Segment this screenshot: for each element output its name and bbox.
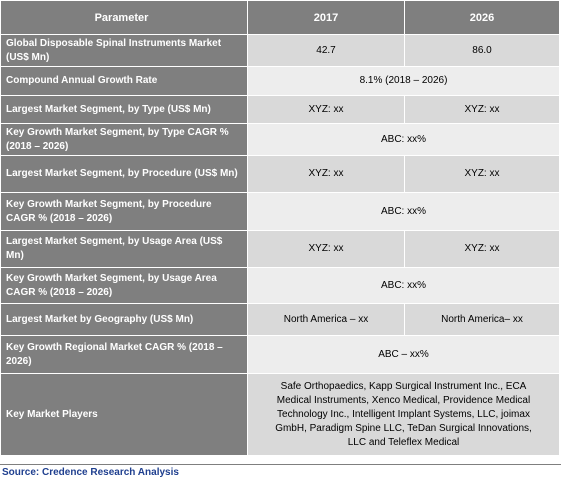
- value-2026: XYZ: xx: [404, 95, 560, 124]
- row-label: Key Growth Regional Market CAGR % (2018 …: [0, 335, 248, 374]
- value-2017: XYZ: xx: [247, 155, 405, 193]
- market-summary-table: Parameter 2017 2026 Global Disposable Sp…: [0, 0, 560, 456]
- row-label: Key Growth Market Segment, by Type CAGR …: [0, 123, 248, 156]
- value-2017: North America – xx: [247, 303, 405, 336]
- table-row: Key Market Players Safe Orthopaedics, Ka…: [0, 373, 560, 456]
- table-row: Largest Market Segment, by Usage Area (U…: [0, 230, 560, 268]
- value-2026: 86.0: [404, 34, 560, 67]
- table-row: Key Growth Market Segment, by Procedure …: [0, 192, 560, 231]
- row-label: Largest Market Segment, by Usage Area (U…: [0, 230, 248, 268]
- table-row: Global Disposable Spinal Instruments Mar…: [0, 34, 560, 67]
- header-2017: 2017: [247, 0, 405, 35]
- market-summary-table-container: Parameter 2017 2026 Global Disposable Sp…: [0, 0, 560, 456]
- source-note: Source: Credence Research Analysis: [0, 464, 561, 481]
- table-row: Compound Annual Growth Rate 8.1% (2018 –…: [0, 66, 560, 96]
- value-2026: XYZ: xx: [404, 155, 560, 193]
- table-row: Largest Market Segment, by Procedure (US…: [0, 155, 560, 193]
- row-label: Global Disposable Spinal Instruments Mar…: [0, 34, 248, 67]
- row-label: Largest Market Segment, by Type (US$ Mn): [0, 95, 248, 124]
- header-parameter: Parameter: [0, 0, 248, 35]
- table-header-row: Parameter 2017 2026: [0, 0, 560, 35]
- row-label: Key Growth Market Segment, by Procedure …: [0, 192, 248, 231]
- value-2026: XYZ: xx: [404, 230, 560, 268]
- key-players-value: Safe Orthopaedics, Kapp Surgical Instrum…: [247, 373, 560, 456]
- row-label: Compound Annual Growth Rate: [0, 66, 248, 96]
- table-row: Key Growth Market Segment, by Type CAGR …: [0, 123, 560, 156]
- merged-value: ABC: xx%: [247, 267, 560, 304]
- value-2017: XYZ: xx: [247, 95, 405, 124]
- value-2017: XYZ: xx: [247, 230, 405, 268]
- row-label: Key Market Players: [0, 373, 248, 456]
- merged-value: ABC – xx%: [247, 335, 560, 374]
- header-2026: 2026: [404, 0, 560, 35]
- merged-value: ABC: xx%: [247, 192, 560, 231]
- value-2026: North America– xx: [404, 303, 560, 336]
- merged-value: ABC: xx%: [247, 123, 560, 156]
- row-label: Key Growth Market Segment, by Usage Area…: [0, 267, 248, 304]
- value-2017: 42.7: [247, 34, 405, 67]
- table-row: Largest Market by Geography (US$ Mn) Nor…: [0, 303, 560, 336]
- table-row: Key Growth Regional Market CAGR % (2018 …: [0, 335, 560, 374]
- table-row: Largest Market Segment, by Type (US$ Mn)…: [0, 95, 560, 124]
- merged-value: 8.1% (2018 – 2026): [247, 66, 560, 96]
- row-label: Largest Market by Geography (US$ Mn): [0, 303, 248, 336]
- row-label: Largest Market Segment, by Procedure (US…: [0, 155, 248, 193]
- table-row: Key Growth Market Segment, by Usage Area…: [0, 267, 560, 304]
